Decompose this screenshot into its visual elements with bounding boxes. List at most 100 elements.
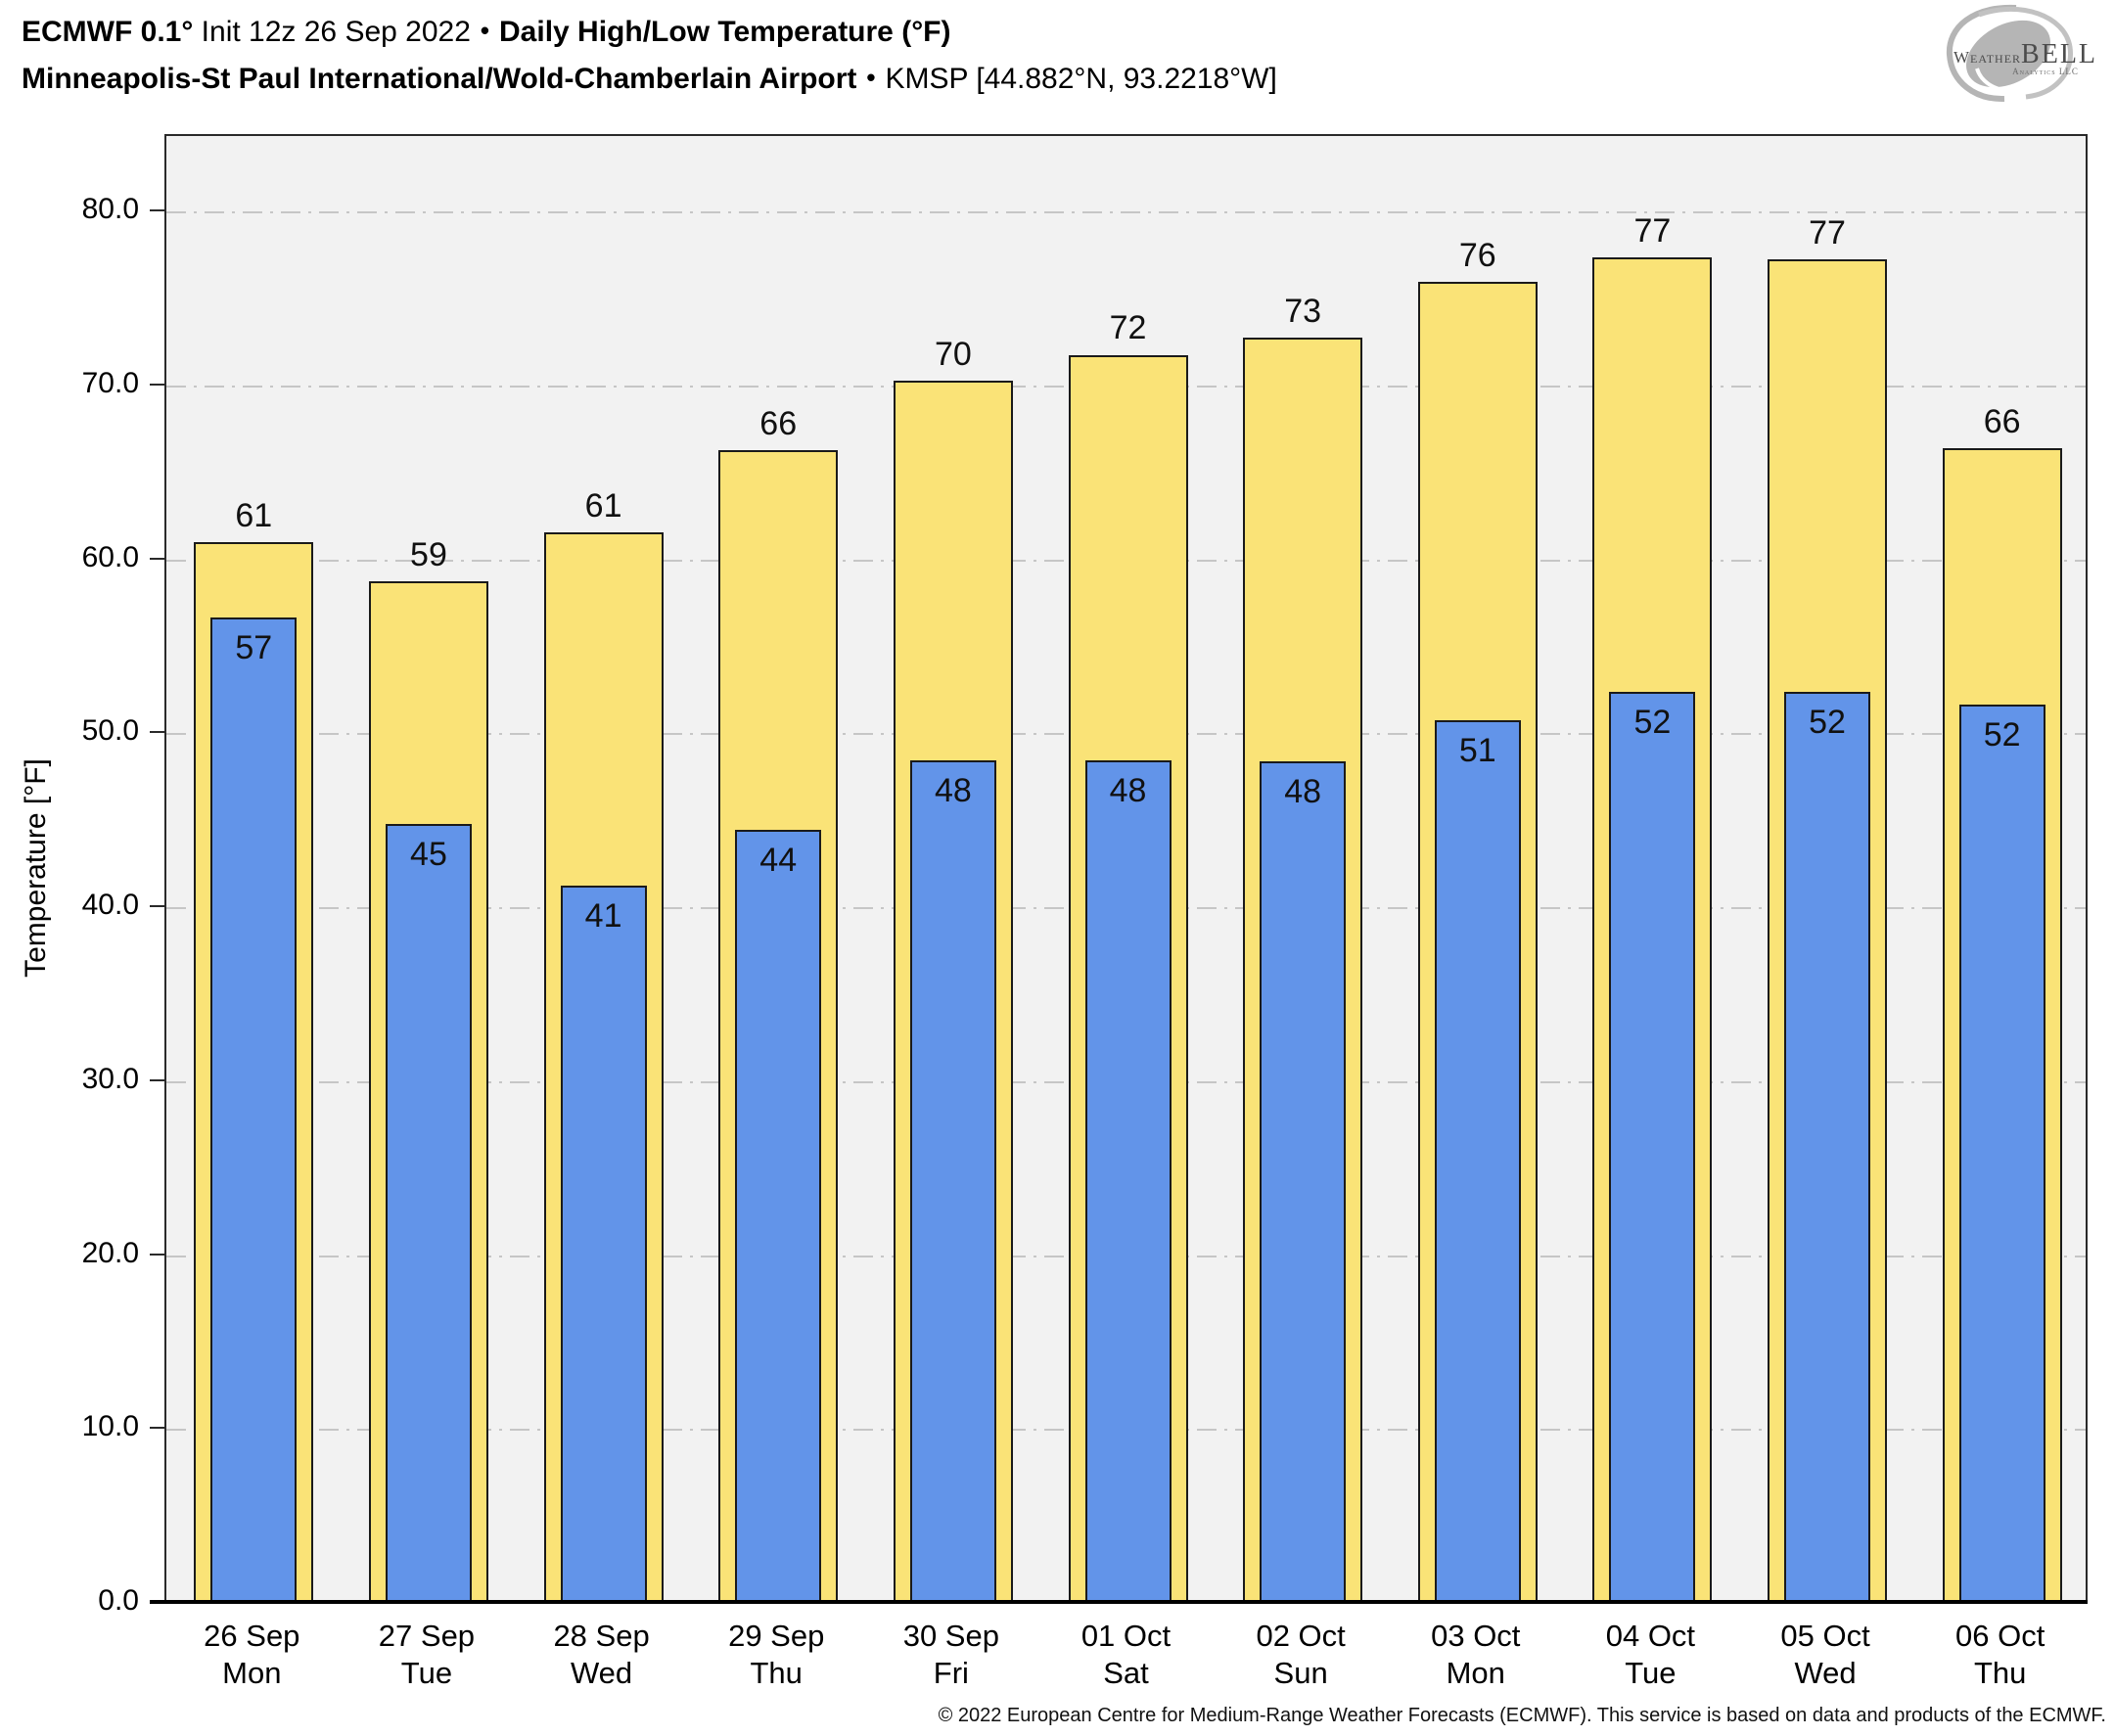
y-tick-80.0 [150, 209, 164, 212]
x-label-02-Oct: 02 Oct Sun [1214, 1618, 1389, 1692]
low-bar-02-Oct [1260, 761, 1347, 1600]
y-tick-50.0 [150, 731, 164, 734]
x-label-weekday: Tue [1625, 1656, 1677, 1690]
plot-area: 61 57 59 45 61 41 66 44 70 48 72 48 73 48 76 51 77 52 77 52… [164, 134, 2088, 1602]
x-label-date: 28 Sep [553, 1619, 650, 1653]
y-tick-label-0.0: 0.0 [98, 1584, 139, 1617]
low-value-label: 45 [410, 836, 447, 874]
bullet-separator: • [480, 16, 490, 45]
x-label-weekday: Tue [400, 1656, 453, 1690]
x-label-date: 26 Sep [204, 1619, 300, 1653]
low-value-label: 57 [235, 628, 273, 666]
low-value-label: 41 [584, 896, 622, 935]
station-name: Minneapolis-St Paul International/Wold-C… [22, 63, 857, 95]
high-value-label: 61 [584, 486, 622, 525]
low-value-label: 44 [759, 841, 798, 879]
low-bar-28-Sep [560, 885, 647, 1600]
x-label-03-Oct: 03 Oct Mon [1388, 1618, 1563, 1692]
y-tick-20.0 [150, 1253, 164, 1256]
y-tick-40.0 [150, 905, 164, 908]
high-value-label: 77 [1809, 213, 1846, 251]
x-label-weekday: Wed [570, 1656, 633, 1690]
y-tick-label-70.0: 70.0 [81, 366, 139, 399]
chart-subtitle-line: Minneapolis-St Paul International/Wold-C… [22, 55, 1277, 102]
x-label-date: 30 Sep [902, 1619, 999, 1653]
y-tick-label-40.0: 40.0 [81, 889, 139, 922]
high-value-label: 76 [1458, 236, 1496, 274]
x-label-27-Sep: 27 Sep Tue [340, 1618, 515, 1692]
low-value-label: 51 [1458, 731, 1496, 769]
low-value-label: 48 [934, 771, 972, 809]
x-label-weekday: Wed [1794, 1656, 1857, 1690]
x-label-29-Sep: 29 Sep Thu [689, 1618, 864, 1692]
x-label-date: 04 Oct [1605, 1619, 1696, 1653]
bullet-separator: • [866, 63, 876, 92]
high-value-label: 61 [235, 497, 273, 535]
low-bar-29-Sep [735, 829, 822, 1600]
model-name: ECMWF 0.1° [22, 16, 194, 48]
y-tick-label-80.0: 80.0 [81, 193, 139, 226]
low-value-label: 52 [1983, 715, 2021, 754]
y-tick-label-30.0: 30.0 [81, 1062, 139, 1095]
y-tick-30.0 [150, 1078, 164, 1081]
y-tick-70.0 [150, 383, 164, 386]
logo-word-bell: BELL [2021, 39, 2098, 69]
x-label-weekday: Mon [222, 1656, 282, 1690]
x-label-weekday: Fri [933, 1656, 969, 1690]
x-label-weekday: Thu [1973, 1656, 2027, 1690]
high-value-label: 72 [1109, 309, 1147, 347]
chart-title-line: ECMWF 0.1° Init 12z 26 Sep 2022 • Daily Hi… [22, 8, 1277, 55]
x-label-01-Oct: 01 Oct Sat [1038, 1618, 1214, 1692]
x-label-date: 06 Oct [1955, 1619, 2045, 1653]
hurricane-swirl-icon [1946, 4, 2073, 103]
y-tick-60.0 [150, 557, 164, 560]
x-label-06-Oct: 06 Oct Thu [1912, 1618, 2088, 1692]
logo-word-weather: Weather [1953, 48, 2022, 67]
x-label-date: 29 Sep [728, 1619, 825, 1653]
x-label-weekday: Sat [1103, 1656, 1149, 1690]
low-value-label: 48 [1109, 771, 1147, 809]
low-bar-06-Oct [1958, 704, 2045, 1600]
station-coordinates: KMSP [44.882°N, 93.2218°W] [885, 63, 1277, 95]
y-tick-10.0 [150, 1427, 164, 1430]
x-label-weekday: Mon [1446, 1656, 1505, 1690]
logo-wordmark: WeatherBELL [1953, 39, 2095, 70]
y-tick-label-20.0: 20.0 [81, 1236, 139, 1269]
x-label-date: 27 Sep [378, 1619, 476, 1653]
low-bar-04-Oct [1609, 692, 1696, 1600]
high-value-label: 77 [1633, 211, 1672, 250]
low-value-label: 52 [1809, 704, 1846, 742]
low-bar-05-Oct [1784, 692, 1871, 1600]
high-value-label: 66 [1983, 403, 2021, 441]
low-value-label: 48 [1284, 773, 1322, 811]
low-bar-27-Sep [385, 824, 472, 1600]
high-value-label: 70 [934, 336, 972, 374]
low-bar-30-Sep [909, 759, 996, 1600]
low-value-label: 52 [1633, 704, 1672, 742]
x-label-05-Oct: 05 Oct Wed [1738, 1618, 1913, 1692]
x-label-date: 01 Oct [1080, 1619, 1172, 1653]
high-value-label: 73 [1284, 292, 1322, 330]
x-label-04-Oct: 04 Oct Tue [1563, 1618, 1738, 1692]
x-label-30-Sep: 30 Sep Fri [864, 1618, 1039, 1692]
weatherbell-logo: WeatherBELL Analytics LLC [1940, 2, 2095, 106]
low-bar-26-Sep [210, 617, 298, 1600]
y-tick-label-10.0: 10.0 [81, 1410, 139, 1443]
high-value-label: 66 [759, 405, 798, 443]
copyright-notice: © 2022 European Centre for Medium-Range … [938, 1705, 2106, 1726]
gridline-80.0 [166, 211, 2086, 214]
logo-sub-text: Analytics LLC [2012, 67, 2079, 76]
x-label-date: 02 Oct [1256, 1619, 1346, 1653]
x-label-date: 05 Oct [1780, 1619, 1870, 1653]
low-bar-01-Oct [1084, 759, 1172, 1600]
x-label-28-Sep: 28 Sep Wed [514, 1618, 689, 1692]
x-label-weekday: Thu [750, 1656, 803, 1690]
y-tick-label-60.0: 60.0 [81, 540, 139, 573]
y-tick-label-50.0: 50.0 [81, 714, 139, 748]
high-value-label: 59 [410, 535, 447, 573]
x-axis-line [150, 1600, 2088, 1604]
x-label-date: 03 Oct [1431, 1619, 1521, 1653]
init-time: Init 12z 26 Sep 2022 [193, 16, 471, 48]
header: ECMWF 0.1° Init 12z 26 Sep 2022 • Daily Hi… [22, 8, 1277, 102]
